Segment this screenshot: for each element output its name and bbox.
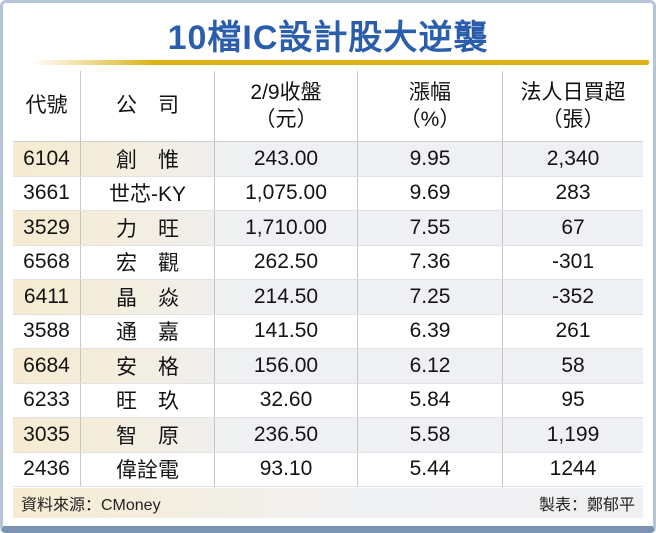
cell-company: 智 原 — [81, 418, 215, 452]
cell-change: 5.58 — [358, 418, 503, 452]
cell-change: 6.39 — [358, 314, 503, 348]
cell-net-buy: 58 — [561, 353, 585, 377]
cell-close: 236.50 — [215, 418, 358, 452]
cell-company: 安 格 — [81, 349, 215, 383]
cell-close: 214.50 — [215, 280, 358, 314]
cell-net-buy: 261 — [555, 319, 591, 343]
header-close: 2/9收盤 （元） — [215, 71, 358, 141]
cell-company: 晶 焱 — [81, 280, 215, 314]
stock-table: 代號 公 司 2/9收盤 （元） 漲幅 （%） 法人日買超 （張） 6104 創… — [13, 71, 643, 487]
cell-code: 6684 — [13, 349, 81, 383]
cell-company: 世芯-KY — [81, 176, 215, 210]
cell-code: 3661 — [13, 176, 81, 210]
cell-net-buy: 67 — [561, 215, 585, 239]
cell-company: 偉詮電 — [81, 452, 215, 486]
cell-code: 6104 — [13, 142, 81, 176]
cell-code: 3035 — [13, 418, 81, 452]
cell-net-buy: 283 — [555, 181, 591, 205]
cell-change: 9.69 — [358, 176, 503, 210]
cell-change: 9.95 — [358, 142, 503, 176]
cell-code: 6568 — [13, 245, 81, 279]
cell-company: 宏 觀 — [81, 245, 215, 279]
cell-code: 6233 — [13, 383, 81, 417]
cell-net-buy: 95 — [561, 388, 585, 412]
cell-change: 7.55 — [358, 211, 503, 245]
cell-net-buy: 1,199 — [546, 422, 600, 446]
cell-net-buy: 2,340 — [546, 146, 600, 170]
table-row: 6684 安 格 156.00 6.12 58 — [13, 349, 643, 384]
cell-close: 243.00 — [215, 142, 358, 176]
cell-company: 旺 玖 — [81, 383, 215, 417]
cell-close: 141.50 — [215, 314, 358, 348]
cell-net-buy: -352 — [551, 284, 595, 308]
page-title: 10檔IC設計股大逆襲 — [167, 19, 489, 57]
cell-code: 3529 — [13, 211, 81, 245]
cell-code: 2436 — [13, 452, 81, 486]
cell-close: 32.60 — [215, 383, 358, 417]
cell-company: 通 嘉 — [81, 314, 215, 348]
cell-change: 7.36 — [358, 245, 503, 279]
cell-change: 5.44 — [358, 452, 503, 486]
table-header-row: 代號 公 司 2/9收盤 （元） 漲幅 （%） 法人日買超 （張） — [13, 71, 643, 142]
table-footer: 資料來源：CMoney 製表：鄭郁平 — [13, 488, 643, 518]
cell-close: 93.10 — [215, 452, 358, 486]
cell-close: 1,075.00 — [215, 176, 358, 210]
table-row: 6411 晶 焱 214.50 7.25 -352 — [13, 280, 643, 315]
title-underline-rule — [31, 60, 649, 65]
table-row: 3661 世芯-KY 1,075.00 9.69 283 — [13, 176, 643, 211]
cell-code: 6411 — [13, 280, 81, 314]
header-code: 代號 — [13, 71, 81, 141]
cell-close: 262.50 — [215, 245, 358, 279]
header-company-label: 公 司 — [116, 94, 179, 118]
table-row: 3588 通 嘉 141.50 6.39 261 — [13, 314, 643, 349]
cell-change: 7.25 — [358, 280, 503, 314]
cell-net-buy: 1244 — [549, 457, 597, 481]
header-code-label: 代號 — [25, 94, 68, 118]
table-row: 2436 偉詮電 93.10 5.44 1244 — [13, 452, 643, 487]
cell-code: 3588 — [13, 314, 81, 348]
cell-change: 6.12 — [358, 349, 503, 383]
table-row: 6568 宏 觀 262.50 7.36 -301 — [13, 245, 643, 280]
header-net-buy: 法人日買超 （張） — [520, 80, 626, 131]
cell-company: 力 旺 — [81, 211, 215, 245]
table-row: 3035 智 原 236.50 5.58 1,199 — [13, 418, 643, 453]
table-row: 3529 力 旺 1,710.00 7.55 67 — [13, 211, 643, 246]
cell-change: 5.84 — [358, 383, 503, 417]
header-company: 公 司 — [81, 71, 215, 141]
table-row: 6104 創 惟 243.00 9.95 2,340 — [13, 142, 643, 177]
credit-label: 製表：鄭郁平 — [538, 497, 635, 514]
cell-close: 156.00 — [215, 349, 358, 383]
cell-net-buy: -301 — [551, 250, 595, 274]
table-row: 6233 旺 玖 32.60 5.84 95 — [13, 383, 643, 418]
header-change: 漲幅 （%） — [358, 71, 503, 141]
cell-close: 1,710.00 — [215, 211, 358, 245]
source-label: 資料來源：CMoney — [21, 497, 161, 514]
cell-company: 創 惟 — [81, 142, 215, 176]
